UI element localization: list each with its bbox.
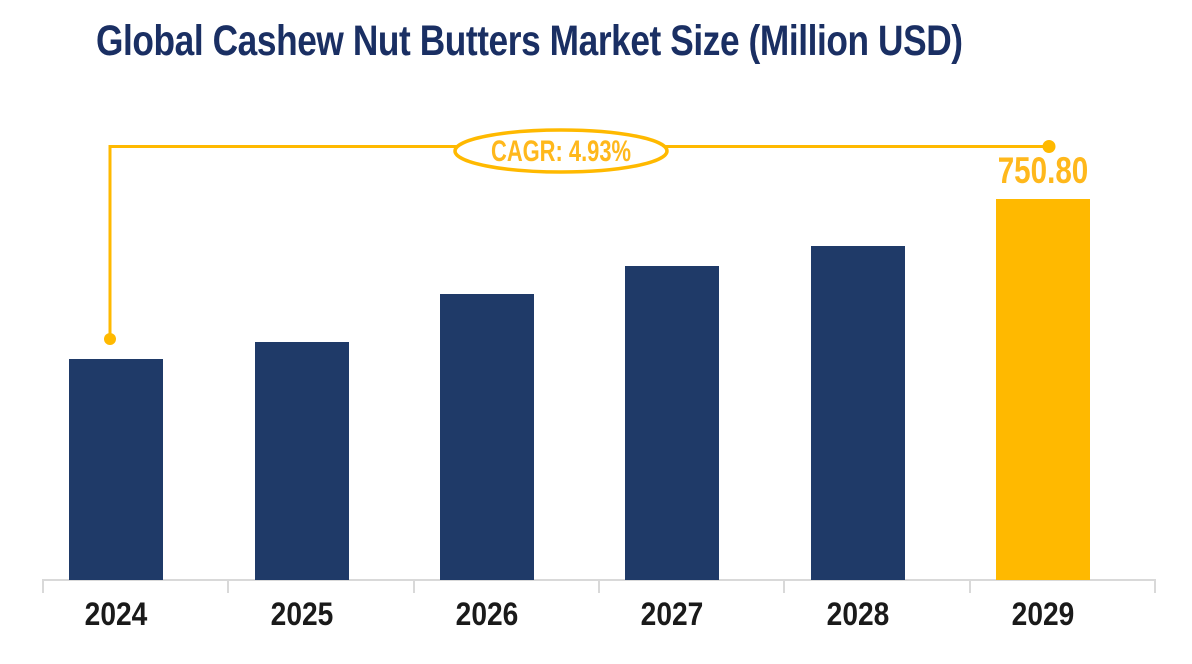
cagr-label: CAGR: 4.93%: [491, 135, 631, 168]
x-axis-tick: [968, 579, 971, 593]
x-tick-label-2025: 2025: [270, 596, 333, 632]
x-tick-label-2026: 2026: [455, 596, 519, 632]
cagr-ellipse: [453, 128, 669, 174]
x-axis-tick: [597, 579, 600, 593]
x-tick-label-2029: 2029: [1011, 596, 1075, 632]
chart-title: Global Cashew Nut Butters Market Size (M…: [96, 17, 963, 65]
x-axis-tick: [1153, 579, 1156, 593]
x-axis-tick: [783, 579, 786, 593]
x-tick-label-2024: 2024: [84, 596, 148, 632]
bar-2025: [254, 342, 349, 580]
bar-2028: [810, 246, 905, 580]
cagr-connector-line: [108, 145, 1049, 339]
x-tick-label-2027: 2027: [640, 596, 704, 632]
value-label-2029: 750.80: [997, 150, 1089, 191]
bar-2024: [69, 359, 164, 580]
x-tick-label-2028: 2028: [826, 596, 889, 632]
cagr-connector-dot-start: [104, 333, 116, 345]
x-axis-tick: [227, 579, 230, 593]
x-axis-tick: [42, 579, 44, 593]
bar-2029: [995, 199, 1090, 580]
bar-2027: [625, 266, 720, 580]
bar-2026: [439, 294, 534, 580]
x-axis-tick: [412, 579, 415, 593]
